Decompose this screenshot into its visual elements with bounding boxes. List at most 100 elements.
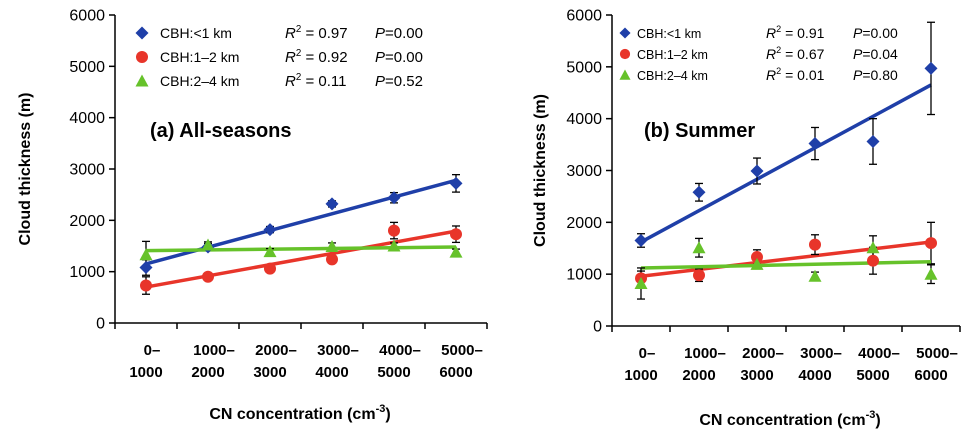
p-symbol: P [375, 73, 385, 90]
r-superscript: 2 [296, 24, 301, 35]
chart-panel-a: 0 1000 2000 3000 4000 5000 6000 0– 1000 1000– 2000… [17, 8, 488, 423]
data-point [692, 241, 706, 254]
x-tick-label: 1000– [193, 342, 235, 359]
y-tick-label: 4000 [566, 111, 602, 128]
r-symbol: R [285, 49, 296, 66]
r-symbol: R [766, 46, 776, 62]
x-axis-title-end: ) [875, 412, 880, 429]
y-tick-label: 5000 [69, 59, 105, 76]
y-axis-title: Cloud thickness (m) [17, 93, 34, 246]
x-tick-label: 6000 [914, 367, 947, 384]
panel-label: (b) Summer [644, 120, 755, 142]
r-squared: R2 = 0.67 [766, 45, 825, 62]
x-tick-label: 3000 [740, 367, 773, 384]
x-tick-label: 5000 [856, 367, 889, 384]
r-symbol: R [766, 67, 776, 83]
y-tick-label: 6000 [69, 8, 105, 25]
x-tick-label: 2000 [191, 364, 224, 381]
data-point [450, 228, 462, 241]
x-tick-label: 4000– [379, 342, 421, 359]
p-symbol: P [853, 46, 863, 62]
p-number: =0.04 [862, 46, 898, 62]
x-tick-label: 2000– [255, 342, 297, 359]
p-value: P=0.00 [375, 25, 423, 42]
data-point [808, 137, 822, 151]
data-point [867, 254, 879, 267]
x-axis-title: CN concentration (cm-3) [209, 403, 390, 423]
data-point [866, 134, 880, 148]
data-point [263, 245, 277, 258]
data-point [388, 224, 400, 237]
x-axis-title: CN concentration (cm-3) [699, 409, 880, 429]
chart-panel-b: 0 1000 2000 3000 4000 5000 6000 0– 1000 1000– 2000… [532, 8, 961, 429]
x-axis-title-superscript: -3 [376, 403, 386, 415]
r-squared: R2 = 0.97 [285, 24, 348, 42]
data-point [449, 176, 463, 190]
r-superscript: 2 [776, 45, 781, 55]
legend-label: CBH:2–4 km [160, 73, 239, 89]
r-superscript: 2 [296, 72, 301, 83]
data-point [201, 238, 215, 251]
p-number: =0.00 [862, 25, 898, 41]
series-3-points [139, 238, 463, 261]
r-superscript: 2 [776, 24, 781, 34]
p-symbol: P [853, 67, 863, 83]
data-point [750, 164, 764, 178]
data-point [139, 248, 153, 261]
fit-line [640, 83, 932, 244]
x-tick-label: 4000 [315, 364, 348, 381]
data-point [263, 223, 277, 237]
legend-entry: CBH:<1 km R2 = 0.97 P=0.00 [135, 24, 423, 42]
legend-label: CBH:1–2 km [160, 49, 239, 65]
data-point [924, 61, 938, 75]
fit-line [640, 240, 932, 278]
data-point [325, 197, 339, 211]
data-point [140, 279, 152, 292]
series-2 [142, 221, 460, 295]
data-point [925, 237, 937, 250]
data-point [634, 233, 648, 247]
r-symbol: R [766, 25, 776, 41]
y-tick-label: 0 [593, 319, 602, 336]
p-number: =0.00 [385, 25, 423, 42]
series-2 [637, 221, 935, 287]
y-tick-label: 3000 [566, 163, 602, 180]
y-tick-label: 5000 [566, 59, 602, 76]
x-tick-label: 3000 [253, 364, 286, 381]
x-tick-label: 1000 [129, 364, 162, 381]
data-point [750, 257, 764, 270]
r-symbol: R [285, 25, 296, 42]
data-point [693, 269, 705, 282]
x-tick-label: 0– [144, 342, 161, 359]
data-point [325, 240, 339, 253]
x-axis-title-text: CN concentration (cm [209, 406, 375, 423]
data-point [326, 253, 338, 266]
legend-entry: CBH:<1 km R2 = 0.91 P=0.00 [619, 24, 898, 41]
p-symbol: P [375, 49, 385, 66]
x-tick-label: 3000– [800, 345, 842, 362]
series-1-points [634, 61, 938, 247]
p-value: P=0.00 [853, 25, 898, 41]
legend-marker [136, 51, 148, 63]
legend-entry: CBH:1–2 km R2 = 0.67 P=0.04 [619, 45, 898, 62]
y-tick-label: 2000 [566, 215, 602, 232]
data-point [387, 239, 401, 252]
fit-line [640, 259, 932, 270]
r-symbol: R [285, 73, 296, 90]
x-tick-label: 0– [639, 345, 656, 362]
r-superscript: 2 [776, 66, 781, 76]
data-point [808, 269, 822, 282]
fit-line [145, 229, 457, 289]
x-tick-label: 3000– [317, 342, 359, 359]
r-value: = 0.11 [301, 73, 346, 90]
legend-marker [135, 26, 149, 40]
r-value: = 0.91 [781, 25, 824, 41]
x-tick-label: 5000 [377, 364, 410, 381]
x-tick-label: 4000– [858, 345, 900, 362]
x-tick-label: 4000 [798, 367, 831, 384]
series-1 [637, 21, 935, 248]
legend-label: CBH:2–4 km [637, 69, 708, 83]
data-point [866, 241, 880, 254]
y-tick-label: 4000 [69, 110, 105, 127]
